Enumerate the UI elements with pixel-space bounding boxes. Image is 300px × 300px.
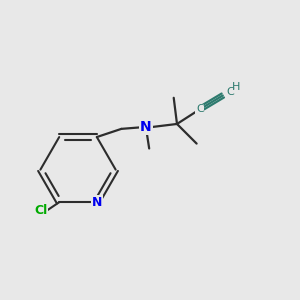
- Text: C: C: [196, 104, 204, 114]
- Text: N: N: [140, 120, 152, 134]
- Text: N: N: [92, 196, 102, 209]
- Text: Cl: Cl: [34, 204, 48, 217]
- Text: C: C: [226, 87, 234, 97]
- Text: H: H: [232, 82, 240, 92]
